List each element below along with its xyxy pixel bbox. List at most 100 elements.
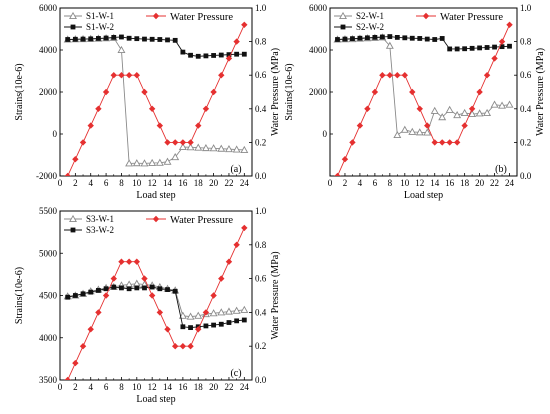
data-point <box>364 105 371 112</box>
x-tick-label: 0 <box>58 178 63 188</box>
data-point <box>372 35 378 40</box>
x-axis-title: Load step <box>136 394 175 405</box>
data-point <box>439 36 445 41</box>
data-point <box>386 72 394 79</box>
legend: S1-W-1S1-W-2 Water Pressure <box>64 11 233 32</box>
data-point <box>133 258 140 265</box>
y2-tick-label: 0.2 <box>520 137 531 147</box>
data-point <box>79 139 87 146</box>
data-point <box>341 156 349 163</box>
x-tick-label: 2 <box>73 178 78 188</box>
data-point <box>468 109 477 118</box>
data-point <box>461 122 468 129</box>
data-point <box>126 35 132 41</box>
data-point <box>88 36 94 42</box>
data-point <box>234 318 240 324</box>
x-tick-label: 4 <box>358 178 363 188</box>
x-tick-label: 2 <box>343 178 348 188</box>
legend-label: Water Pressure <box>170 215 233 226</box>
data-point <box>233 241 240 248</box>
data-point <box>218 275 225 282</box>
x-tick-label: 10 <box>132 178 142 188</box>
data-point <box>133 72 140 79</box>
x-axis-title: Load step <box>404 190 443 201</box>
data-point <box>334 172 341 176</box>
data-point <box>446 139 453 146</box>
data-point <box>72 156 79 163</box>
data-point <box>117 45 126 54</box>
x-tick-label: 6 <box>373 178 378 188</box>
legend-label: S1-W-2 <box>86 22 114 32</box>
panel-letter: (b) <box>495 164 507 175</box>
data-point <box>119 285 124 291</box>
legend-marker <box>422 12 430 20</box>
panel-a: 0 2 4 6 8 10 12 14 16 18 20 22 24-200002000400060000… <box>14 3 281 201</box>
panel-c: 0 2 4 6 8 10 12 14 16 18 20 22 243500400045005000550… <box>14 206 281 405</box>
series-line <box>67 283 245 318</box>
data-point <box>499 44 505 50</box>
data-point <box>96 36 101 41</box>
data-point <box>142 285 147 291</box>
x-tick-label: 16 <box>178 382 188 392</box>
data-point <box>110 72 117 79</box>
data-point <box>172 139 179 146</box>
legend-marker <box>340 24 346 30</box>
y2-tick-label: 0.4 <box>255 307 267 317</box>
data-point <box>234 51 240 57</box>
data-point <box>460 108 469 117</box>
data-point <box>155 158 164 166</box>
data-point <box>141 88 148 96</box>
data-point <box>119 34 124 40</box>
panel-letter: (c) <box>230 368 241 379</box>
x-tick-label: 18 <box>194 382 204 392</box>
x-tick-label: 0 <box>328 178 333 188</box>
data-point <box>172 288 178 294</box>
data-point <box>64 172 71 176</box>
y-tick-label: 0 <box>53 129 58 139</box>
data-point <box>134 285 140 291</box>
data-point <box>387 34 393 39</box>
legend: S2-W-1S2-W-2 Water Pressure <box>334 11 503 32</box>
x-tick-label: 12 <box>148 382 157 392</box>
data-point <box>241 224 248 232</box>
data-point <box>225 55 233 62</box>
x-tick-label: 22 <box>224 178 233 188</box>
data-point <box>164 326 171 333</box>
data-point <box>178 142 187 151</box>
x-tick-label: 12 <box>415 178 424 188</box>
data-point <box>490 100 499 108</box>
data-point <box>402 35 408 41</box>
x-tick-label: 18 <box>194 178 204 188</box>
y-tick-label: 6000 <box>309 3 328 13</box>
series-s1-w-2 <box>65 34 247 59</box>
data-point <box>203 53 209 59</box>
plot-frame <box>59 210 253 381</box>
y2-tick-label: 0.4 <box>255 104 267 114</box>
y2-tick-label: 0.0 <box>255 375 267 385</box>
y2-axis-title: Water Pressure (MPa) <box>270 48 281 136</box>
x-tick-label: 22 <box>224 382 233 392</box>
legend-label: S3-W-2 <box>86 225 114 235</box>
data-point <box>408 127 417 135</box>
data-point <box>462 46 468 52</box>
x-tick-label: 4 <box>88 382 93 392</box>
data-point <box>163 157 172 165</box>
y-tick-label: 6000 <box>39 3 58 13</box>
data-point <box>125 258 133 265</box>
data-point <box>132 279 141 287</box>
legend-marker <box>70 227 76 233</box>
y-tick-label: 2000 <box>309 87 328 97</box>
data-point <box>226 320 232 325</box>
legend-marker <box>152 215 160 223</box>
data-point <box>409 35 415 41</box>
data-point <box>180 49 186 55</box>
series-s3-w-2 <box>65 284 247 331</box>
y2-tick-label: 1.0 <box>255 206 267 216</box>
y-tick-label: 5000 <box>39 248 58 258</box>
series-line <box>67 37 245 164</box>
x-tick-label: 8 <box>119 178 124 188</box>
y2-tick-label: 0.8 <box>520 37 532 47</box>
data-point <box>432 37 438 42</box>
x-tick-label: 12 <box>148 178 157 188</box>
y-axis-title: Strains(10e-6) <box>14 63 25 120</box>
